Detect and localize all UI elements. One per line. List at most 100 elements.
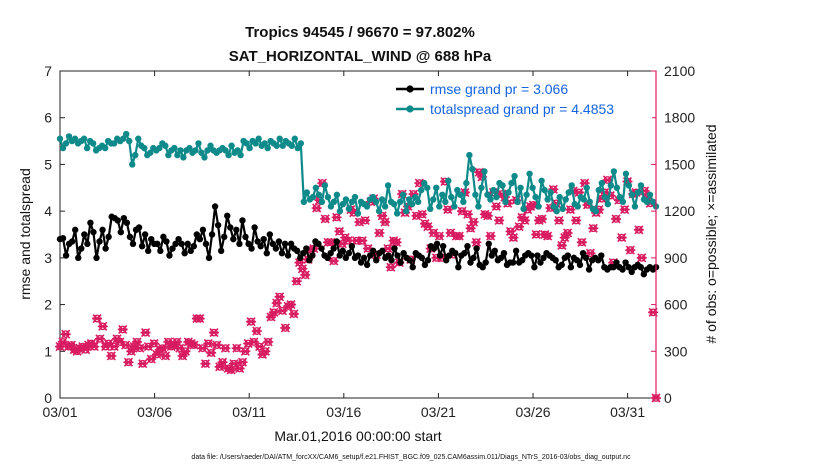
series-rmse-point	[202, 240, 210, 248]
series-rmse-point	[224, 212, 231, 220]
series-totalspread-point	[384, 182, 392, 189]
obs-assimilated-marker	[89, 342, 100, 352]
series-totalspread-point	[348, 198, 356, 205]
series-rmse-point	[442, 256, 450, 264]
series-totalspread-point	[607, 182, 615, 189]
series-totalspread-point	[466, 151, 473, 159]
series-totalspread-point	[101, 144, 109, 152]
obs-assimilated-marker	[417, 209, 428, 219]
series-rmse-point	[157, 247, 164, 255]
series-rmse-point	[537, 259, 544, 266]
series-totalspread-point	[505, 189, 512, 196]
series-totalspread-point	[204, 147, 211, 154]
series-totalspread-point	[318, 198, 326, 205]
series-totalspread-point	[279, 142, 286, 149]
obs-assimilated-marker	[137, 359, 148, 369]
series-rmse-point	[436, 252, 444, 259]
obs-assimilated-marker	[117, 324, 128, 335]
series-totalspread-point	[363, 203, 371, 210]
series-totalspread-point	[511, 172, 518, 180]
obs-assimilated-marker	[246, 317, 257, 327]
obs-assimilated-marker	[285, 300, 296, 310]
x-tick-label: 03/26	[515, 404, 550, 420]
series-totalspread-point	[418, 186, 425, 194]
y-left-tick-label: 7	[44, 63, 52, 79]
series-totalspread-point	[649, 198, 657, 205]
series-totalspread-point	[411, 193, 419, 201]
series-totalspread-point	[252, 140, 259, 147]
series-totalspread-point	[448, 193, 455, 201]
obs-assimilated-marker	[291, 276, 302, 286]
series-totalspread-point	[553, 207, 560, 215]
obs-assimilated-marker	[625, 245, 636, 255]
series-rmse-point	[464, 242, 471, 250]
obs-assimilated-marker	[280, 323, 291, 333]
series-totalspread-point	[625, 182, 633, 189]
series-totalspread-point	[162, 142, 169, 149]
obs-assimilated-marker	[374, 228, 385, 238]
series-totalspread-point	[415, 198, 422, 205]
series-rmse-point	[233, 226, 240, 234]
series-totalspread-point	[246, 144, 253, 152]
series-rmse-point	[488, 252, 495, 259]
series-rmse-point	[324, 254, 331, 262]
obs-assimilated-marker	[565, 205, 576, 215]
obs-assimilated-marker	[468, 217, 479, 227]
series-totalspread-point	[294, 144, 301, 152]
obs-assimilated-marker	[208, 328, 219, 338]
series-totalspread-point	[643, 198, 651, 205]
series-rmse-point	[141, 231, 149, 238]
obs-assimilated-marker	[126, 346, 137, 356]
obs-assimilated-marker	[636, 253, 647, 263]
series-totalspread-point	[225, 151, 232, 159]
series-rmse-point	[245, 240, 252, 248]
series-rmse-point	[227, 224, 234, 231]
series-rmse-point	[257, 242, 264, 250]
series-rmse-point	[339, 247, 346, 255]
series-totalspread-point	[180, 154, 187, 161]
series-rmse-point	[467, 259, 474, 266]
series-rmse-point	[306, 256, 313, 264]
series-rmse-point	[394, 252, 401, 259]
obs-assimilated-marker	[588, 223, 599, 233]
series-rmse	[56, 203, 660, 278]
series-rmse-point	[379, 247, 386, 255]
legend-spread-label: totalspread grand pr = 4.4853	[430, 101, 614, 117]
series-totalspread-point	[508, 179, 515, 187]
series-totalspread-point	[192, 147, 199, 154]
series-totalspread-point	[463, 179, 470, 187]
series-rmse-point	[439, 242, 447, 250]
series-totalspread-point	[439, 191, 446, 198]
obs-assimilated-marker	[123, 357, 134, 367]
series-rmse-point	[576, 261, 584, 269]
series-rmse-point	[160, 233, 167, 241]
series-totalspread-point	[502, 198, 509, 205]
obs-assimilated-marker	[633, 225, 644, 235]
series-rmse-point	[363, 261, 371, 269]
obs-assimilated-marker	[97, 321, 108, 331]
obs-assimilated-marker	[571, 215, 582, 226]
series-rmse-point	[528, 252, 535, 259]
series-rmse-point	[400, 249, 407, 257]
series-totalspread-point	[171, 144, 178, 152]
series-rmse-point	[217, 247, 225, 255]
series-totalspread-point	[126, 137, 133, 145]
series-totalspread-point	[433, 184, 440, 191]
obs-assimilated-marker	[260, 346, 271, 356]
series-rmse-point	[473, 245, 480, 252]
series-rmse-point	[184, 240, 191, 248]
series-totalspread-point	[123, 130, 130, 138]
chart-subtitle: SAT_HORIZONTAL_WIND @ 688 hPa	[229, 48, 492, 65]
series-totalspread-point	[481, 168, 488, 175]
series-rmse-point	[582, 254, 590, 262]
series-rmse-point	[172, 240, 179, 248]
legend-spread-marker	[406, 105, 414, 113]
series-rmse-point	[208, 231, 216, 238]
series-rmse-point	[154, 240, 161, 248]
obs-assimilated-marker	[288, 309, 299, 319]
series-totalspread-point	[487, 196, 494, 203]
series-rmse-point	[96, 238, 103, 245]
series-rmse-point	[99, 226, 106, 234]
y-right-tick-label: 0	[664, 390, 672, 406]
series-totalspread-point	[598, 179, 606, 187]
